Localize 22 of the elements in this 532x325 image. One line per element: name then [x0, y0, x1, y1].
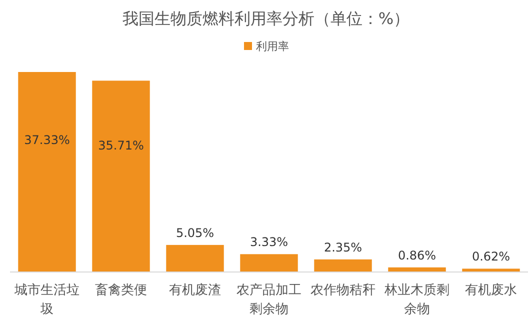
bar: [166, 244, 224, 272]
data-label: 3.33%: [250, 235, 288, 250]
data-label: 37.33%: [24, 133, 70, 147]
bar: [92, 80, 150, 272]
x-tick-label: 农产品加工剩余物: [236, 283, 302, 317]
data-label: 0.62%: [472, 250, 510, 264]
bar: [18, 72, 76, 272]
chart-title: 我国生物质燃料利用率分析（单位：%）: [122, 9, 410, 28]
x-tick-label: 农作物秸秆: [310, 283, 376, 298]
x-tick-label: 有机废水: [465, 283, 517, 298]
bar: [314, 259, 372, 272]
x-tick-label: 有机废渣: [169, 283, 221, 298]
legend-label: 利用率: [256, 40, 289, 53]
data-label: 35.71%: [98, 138, 144, 153]
x-tick-label: 林业木质剩余物: [384, 283, 450, 317]
bar: [462, 268, 520, 272]
data-label: 2.35%: [324, 240, 362, 254]
bar: [240, 254, 298, 272]
data-label: 0.86%: [398, 248, 436, 262]
x-tick-label: 畜禽类便: [95, 282, 147, 298]
data-label: 5.05%: [176, 226, 214, 240]
x-tick-label: 城市生活垃圾: [14, 283, 80, 317]
